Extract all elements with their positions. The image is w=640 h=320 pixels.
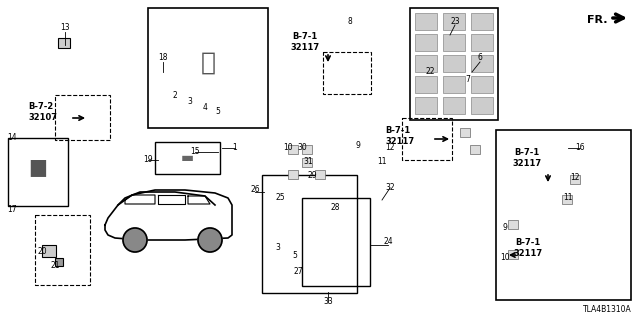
Bar [262,175,357,293]
Bar [55,258,63,266]
Bar [288,145,298,154]
Text: 23: 23 [450,18,460,27]
Bar [55,95,110,140]
Text: 11: 11 [563,194,573,203]
Text: 26: 26 [250,186,260,195]
Bar [471,76,493,93]
Bar [508,250,518,259]
Bar [415,97,437,114]
Text: 33: 33 [323,298,333,307]
Text: B-7-2
32107: B-7-2 32107 [28,102,57,122]
Bar [443,55,465,72]
Bar [415,55,437,72]
Text: 9: 9 [502,223,508,233]
Text: B-7-1
32117: B-7-1 32117 [513,148,541,168]
Text: ⬛: ⬛ [200,51,216,75]
Bar [42,245,56,257]
Text: 1: 1 [232,143,237,153]
Text: 5: 5 [292,251,298,260]
Text: 15: 15 [190,148,200,156]
Bar [415,34,437,51]
Bar [496,130,631,300]
Bar [402,118,452,160]
Text: TLA4B1310A: TLA4B1310A [583,305,632,314]
Text: B-7-1
32117: B-7-1 32117 [385,126,414,146]
Text: 7: 7 [465,76,470,84]
Text: 3: 3 [276,244,280,252]
Text: ▬: ▬ [181,151,194,165]
Text: B-7-1
32117: B-7-1 32117 [513,238,543,258]
Text: 3: 3 [188,98,193,107]
Circle shape [123,228,147,252]
Text: 21: 21 [51,260,60,269]
Text: 12: 12 [385,143,395,153]
Bar [443,13,465,30]
Text: 12: 12 [570,173,580,182]
Bar [315,170,325,179]
Text: 5: 5 [216,108,220,116]
Text: 19: 19 [143,156,153,164]
Text: 29: 29 [307,171,317,180]
Bar [508,220,518,229]
Text: 10: 10 [283,143,293,153]
Bar [302,158,312,167]
Text: 10: 10 [500,253,510,262]
Text: 18: 18 [158,53,168,62]
Text: 11: 11 [377,157,387,166]
Bar [570,175,580,184]
Text: 4: 4 [203,103,207,113]
Circle shape [198,228,222,252]
Bar [471,55,493,72]
Text: 24: 24 [383,237,393,246]
Text: FR.: FR. [588,15,608,25]
Text: 9: 9 [356,140,360,149]
Bar [302,198,370,286]
Text: 25: 25 [275,194,285,203]
Text: 13: 13 [60,23,70,33]
Bar [155,142,220,174]
Bar [470,145,480,154]
Bar [410,8,498,120]
Bar [288,170,298,179]
Text: 27: 27 [293,268,303,276]
Text: 31: 31 [303,157,313,166]
Bar [58,38,70,48]
Text: 17: 17 [7,205,17,214]
Bar [471,34,493,51]
Bar [148,8,268,128]
Text: 14: 14 [7,133,17,142]
Bar [35,215,90,285]
Bar [443,34,465,51]
Text: 20: 20 [37,247,47,257]
Bar [471,13,493,30]
Text: 28: 28 [330,204,340,212]
Bar [460,128,470,137]
Text: 32: 32 [385,183,395,193]
Bar [323,52,371,94]
Text: 16: 16 [575,143,585,153]
Bar [8,138,68,206]
Text: 6: 6 [477,53,483,62]
Text: ▇: ▇ [31,157,45,177]
Bar [415,76,437,93]
Bar [471,97,493,114]
Bar [443,97,465,114]
Text: 2: 2 [173,91,177,100]
Text: 30: 30 [297,143,307,153]
Text: 8: 8 [348,18,353,27]
Bar [302,145,312,154]
Text: 22: 22 [425,68,435,76]
Text: B-7-1
32117: B-7-1 32117 [291,32,319,52]
Bar [415,13,437,30]
Bar [443,76,465,93]
Bar [562,195,572,204]
